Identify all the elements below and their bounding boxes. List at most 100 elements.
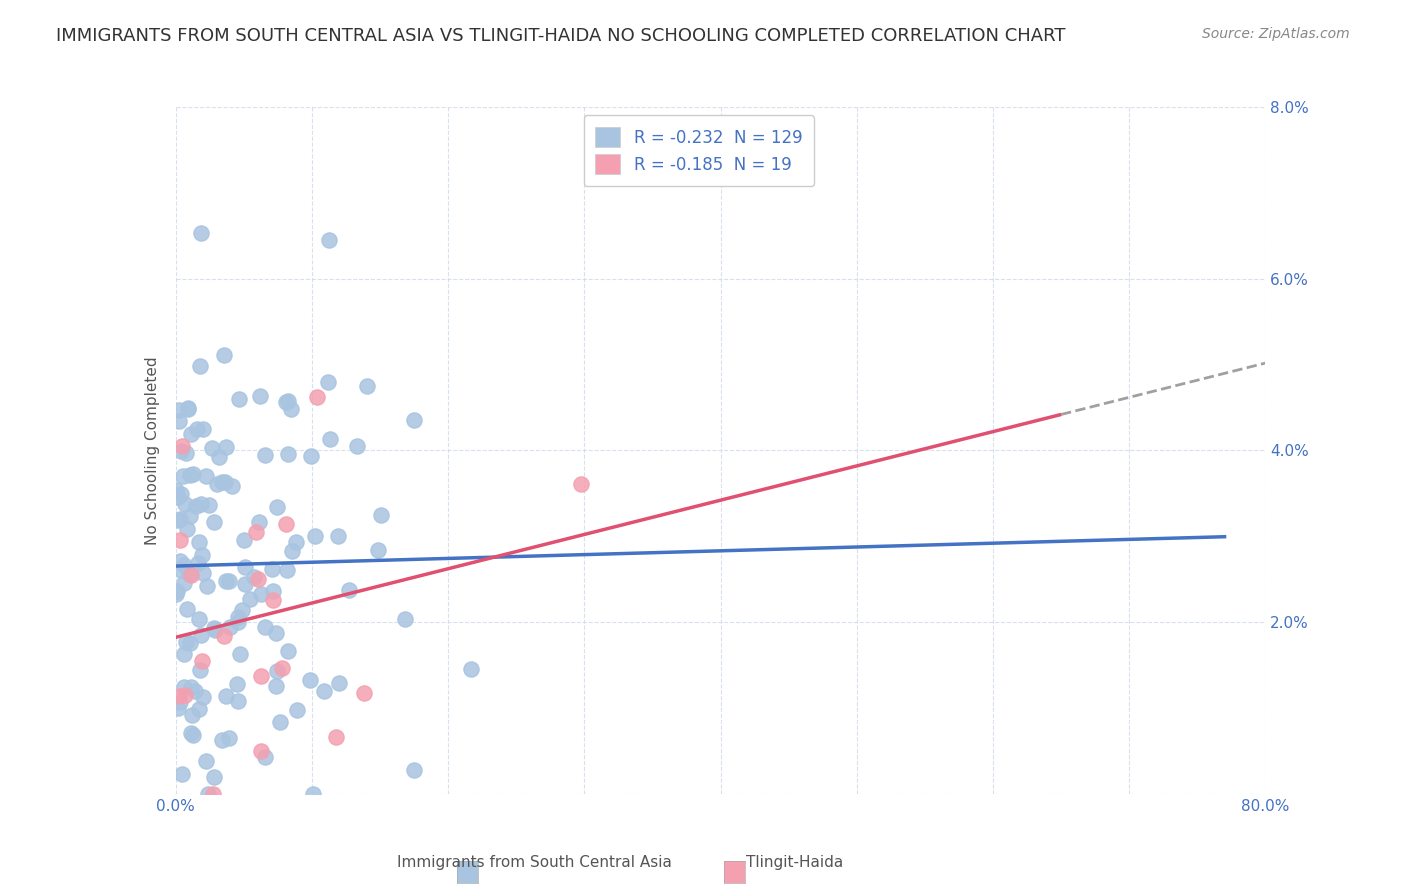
Point — [264, 679, 287, 693]
Point — [195, 754, 218, 768]
Point — [179, 636, 201, 650]
Point — [208, 450, 231, 464]
Point — [247, 572, 270, 586]
Point — [245, 524, 267, 539]
Point — [214, 629, 236, 643]
Point — [254, 620, 277, 634]
Point — [205, 477, 228, 491]
Point — [299, 449, 322, 463]
Point — [170, 563, 193, 577]
Point — [186, 422, 208, 436]
Point — [264, 625, 287, 640]
Point — [228, 392, 250, 406]
Point — [314, 684, 336, 698]
Point — [276, 563, 298, 577]
Point — [226, 615, 249, 629]
Point — [239, 592, 262, 607]
Point — [247, 516, 270, 530]
Point — [179, 508, 201, 523]
Text: Immigrants from South Central Asia: Immigrants from South Central Asia — [396, 855, 672, 870]
Point — [167, 491, 190, 505]
Point — [184, 683, 207, 698]
Point — [304, 529, 326, 543]
Point — [274, 395, 297, 409]
Point — [183, 728, 205, 742]
Point — [233, 533, 256, 547]
Point — [177, 401, 200, 415]
Point — [233, 576, 256, 591]
Point — [353, 685, 375, 699]
Text: Source: ZipAtlas.com: Source: ZipAtlas.com — [1202, 27, 1350, 41]
Point — [191, 690, 214, 704]
Point — [169, 554, 191, 568]
Point — [197, 787, 219, 801]
Point — [212, 348, 235, 362]
Point — [176, 522, 198, 536]
Point — [277, 643, 299, 657]
Point — [173, 575, 195, 590]
Point — [201, 787, 224, 801]
Point — [169, 695, 191, 709]
Point — [287, 702, 309, 716]
Point — [201, 441, 224, 455]
Point — [170, 487, 193, 501]
Point — [460, 662, 482, 676]
Point — [218, 574, 240, 588]
Point — [174, 635, 197, 649]
Point — [328, 676, 350, 690]
Point — [190, 497, 212, 511]
Point — [243, 569, 266, 583]
Point — [174, 445, 197, 459]
Point — [169, 512, 191, 526]
Point — [167, 513, 190, 527]
Point — [202, 621, 225, 635]
Point — [211, 475, 233, 490]
Point — [180, 680, 202, 694]
Point — [187, 557, 209, 571]
Point — [281, 544, 304, 558]
Point — [280, 402, 302, 417]
Point — [165, 483, 187, 497]
Point — [271, 660, 294, 674]
Point — [186, 500, 208, 514]
Point — [169, 533, 191, 548]
Point — [170, 766, 193, 780]
Point — [260, 561, 283, 575]
Point — [326, 529, 349, 543]
Point — [215, 689, 238, 703]
Point — [204, 624, 226, 638]
Point — [202, 770, 225, 784]
Point — [172, 468, 194, 483]
Point — [225, 676, 247, 690]
Point — [316, 375, 339, 389]
Point — [179, 467, 201, 482]
Point — [202, 515, 225, 529]
Point — [277, 394, 299, 409]
Point — [319, 433, 342, 447]
Y-axis label: No Schooling Completed: No Schooling Completed — [145, 356, 160, 545]
Point — [284, 535, 307, 549]
Point — [253, 448, 276, 462]
Point — [249, 743, 271, 757]
Point — [191, 549, 214, 563]
Point — [167, 690, 190, 704]
Point — [402, 413, 425, 427]
Point — [318, 233, 340, 247]
Point — [191, 566, 214, 581]
Point — [226, 610, 249, 624]
Point — [194, 468, 217, 483]
Point — [277, 447, 299, 461]
Point — [325, 731, 347, 745]
Point — [174, 688, 197, 702]
Point — [298, 673, 321, 687]
Point — [228, 694, 250, 708]
Point — [305, 390, 328, 404]
Point — [170, 444, 193, 458]
Point — [166, 584, 188, 599]
Point — [346, 439, 368, 453]
Point — [266, 664, 288, 678]
Point — [188, 702, 211, 716]
Point — [233, 560, 256, 574]
Point — [177, 402, 200, 417]
Text: Tlingit-Haida: Tlingit-Haida — [745, 855, 844, 870]
